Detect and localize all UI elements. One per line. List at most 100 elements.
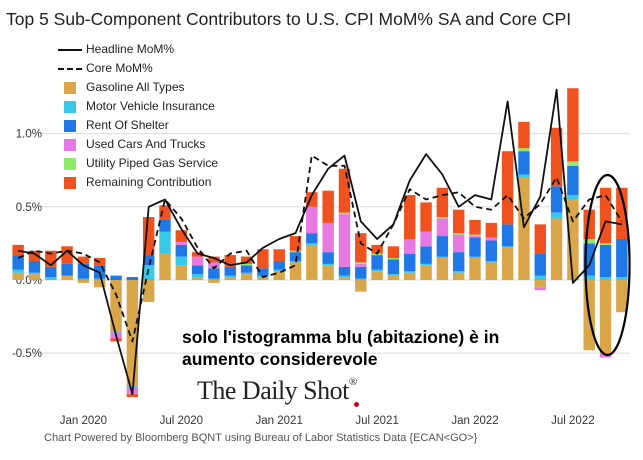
bar-remaining <box>12 244 24 256</box>
bar-motor_vehicle_insurance <box>142 265 155 280</box>
bar-rent_of_shelter <box>550 186 563 213</box>
bar-gasoline <box>224 277 236 280</box>
x-tick-label: Jul 2022 <box>551 415 594 427</box>
bar-motor_vehicle_insurance <box>224 275 236 278</box>
annotation-text: solo l'istogramma blu (abitazione) è in … <box>182 326 499 370</box>
bar-remaining <box>273 249 285 261</box>
bar-utility_gas <box>387 258 400 260</box>
bar-used_cars <box>306 206 318 234</box>
bar-rent_of_shelter <box>599 244 612 278</box>
legend-color-swatch <box>64 157 76 170</box>
bar-motor_vehicle_insurance <box>469 256 481 259</box>
bar-motor_vehicle_insurance <box>534 275 546 280</box>
legend-entry: Gasoline All Types <box>58 78 218 97</box>
bar-remaining <box>77 256 90 264</box>
bar-motor_vehicle_insurance <box>28 272 41 275</box>
bar-motor_vehicle_insurance <box>583 275 595 280</box>
bar-gasoline <box>12 272 24 280</box>
bar-remaining <box>436 187 449 218</box>
legend-entry: Remaining Contribution <box>58 173 218 192</box>
bar-gasoline <box>550 218 563 280</box>
bar-motor_vehicle_insurance <box>12 269 24 273</box>
bar-motor_vehicle_insurance <box>322 263 334 266</box>
bar-remaining <box>338 168 351 213</box>
bar-used_cars <box>534 287 546 291</box>
bar-rent_of_shelter <box>469 237 481 257</box>
legend-color-swatch <box>64 138 76 151</box>
bar-rent_of_shelter <box>12 255 24 270</box>
bar-utility_gas <box>289 250 302 253</box>
bar-rent_of_shelter <box>616 239 628 278</box>
legend-entry: Utility Piped Gas Service <box>58 154 218 173</box>
x-tick-label: Jan 2020 <box>60 415 107 427</box>
bar-motor_vehicle_insurance <box>159 231 171 254</box>
bar-remaining <box>550 127 563 187</box>
bar-utility_gas <box>469 234 481 237</box>
bar-remaining <box>110 338 122 342</box>
bar-rent_of_shelter <box>289 252 302 261</box>
bar-gasoline <box>567 199 579 280</box>
brand-dot <box>353 402 359 407</box>
bar-motor_vehicle_insurance <box>518 174 530 178</box>
bar-utility_gas <box>583 239 595 244</box>
bar-remaining <box>208 256 220 263</box>
legend-entry: Core MoM% <box>58 59 218 78</box>
bar-rent_of_shelter <box>126 277 139 280</box>
bar-rent_of_shelter <box>77 263 90 279</box>
bar-motor_vehicle_insurance <box>616 277 628 280</box>
line-core <box>17 154 623 343</box>
bar-motor_vehicle_insurance <box>77 278 90 280</box>
bar-motor_vehicle_insurance <box>45 277 57 280</box>
bar-remaining <box>485 222 498 238</box>
bar-utility_gas <box>518 148 530 152</box>
bar-motor_vehicle_insurance <box>371 269 383 272</box>
x-tick-label: Jan 2022 <box>451 415 498 427</box>
bar-motor_vehicle_insurance <box>567 195 579 200</box>
bar-rent_of_shelter <box>583 243 595 276</box>
bar-gasoline <box>175 265 188 280</box>
bar-used_cars <box>420 231 432 247</box>
bar-gasoline <box>485 262 498 280</box>
bar-motor_vehicle_insurance <box>273 269 285 272</box>
bar-gasoline <box>452 272 465 280</box>
bar-remaining <box>518 121 530 149</box>
bar-remaining <box>61 246 73 264</box>
bar-gasoline <box>616 279 628 313</box>
bar-gasoline <box>77 279 90 283</box>
brand-name: The Daily Shot <box>197 376 349 405</box>
legend-line-swatch <box>58 67 82 70</box>
bar-rent_of_shelter <box>191 265 204 275</box>
bar-gasoline <box>355 279 367 292</box>
bar-utility_gas <box>567 161 579 166</box>
legend-label: Used Cars And Trucks <box>86 137 206 151</box>
bar-remaining <box>501 151 514 225</box>
bar-gasoline <box>257 277 269 280</box>
bar-gasoline <box>240 274 253 280</box>
brand-logo: The Daily Shot® <box>197 376 359 407</box>
bar-rent_of_shelter <box>224 266 236 276</box>
bar-rent_of_shelter <box>322 252 334 264</box>
bar-used_cars <box>175 241 188 245</box>
bar-remaining <box>257 249 269 269</box>
bar-rent_of_shelter <box>420 246 432 264</box>
bar-rent_of_shelter <box>142 255 155 266</box>
bar-gasoline <box>534 279 546 288</box>
bar-motor_vehicle_insurance <box>485 260 498 263</box>
bar-remaining <box>355 233 367 263</box>
bar-remaining <box>175 230 188 242</box>
bar-motor_vehicle_insurance <box>436 256 449 259</box>
bar-motor_vehicle_insurance <box>240 272 253 275</box>
bar-remaining <box>240 256 253 264</box>
legend-label: Utility Piped Gas Service <box>86 156 219 170</box>
y-tick-label: -0.5% <box>12 348 42 360</box>
bar-motor_vehicle_insurance <box>208 278 220 280</box>
bar-remaining <box>306 192 318 207</box>
bar-gasoline <box>159 253 171 280</box>
x-tick-label: Jul 2020 <box>160 415 203 427</box>
legend-entry: Rent Of Shelter <box>58 116 218 135</box>
bar-remaining <box>289 236 302 251</box>
bar-rent_of_shelter <box>501 224 514 247</box>
annotation-ellipse <box>584 173 631 357</box>
bar-rent_of_shelter <box>159 219 171 232</box>
